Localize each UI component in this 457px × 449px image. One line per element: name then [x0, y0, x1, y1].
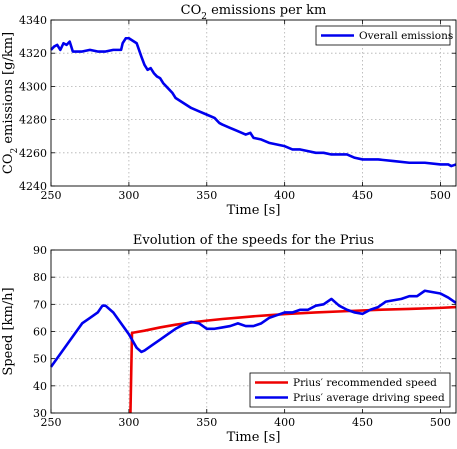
x-tick-label: 500 — [430, 416, 451, 429]
y-tick-label: 40 — [33, 380, 47, 393]
text-part: CO — [181, 3, 202, 18]
plot-frame — [50, 249, 457, 414]
chart-co2-emissions: 250 300 350 400 450 500 4240 4260 4280 4300 4320 43… — [1, 3, 457, 218]
x-tick-label: 250 — [41, 189, 62, 202]
chart-prius-speeds: 250 300 350 400 450 500 30 40 50 60 70 80 90 Evolutio… — [1, 233, 457, 445]
x-tick-label: 350 — [196, 189, 217, 202]
y-tick-label: 50 — [33, 353, 47, 366]
x-tick-label: 300 — [118, 189, 139, 202]
y-tick-label: 4340 — [19, 14, 47, 27]
legend-label: Prius′ recommended speed — [293, 377, 437, 389]
text-part: emissions [g/km] — [1, 32, 16, 148]
text-part: CO — [1, 154, 16, 175]
subscript-text: 2 — [10, 148, 20, 154]
text-part: emissions per km — [207, 3, 326, 18]
x-tick-label: 300 — [118, 416, 139, 429]
y-tick-label: 4320 — [19, 47, 47, 60]
x-axis-label: Time [s] — [227, 430, 281, 445]
x-tick-label: 400 — [274, 189, 295, 202]
y-tick-label: 30 — [33, 407, 47, 420]
x-tick-label: 500 — [430, 189, 451, 202]
y-tick-label: 80 — [33, 271, 47, 284]
chart-title: CO2 emissions per km — [181, 3, 327, 22]
y-tick-label: 70 — [33, 298, 47, 311]
y-tick-label: 4260 — [19, 147, 47, 160]
series-line — [50, 36, 457, 168]
plot-frame — [50, 19, 457, 187]
x-tick-label: 350 — [196, 416, 217, 429]
plot-area — [51, 20, 456, 186]
subscript-text: 2 — [201, 12, 207, 22]
x-tick-label: 400 — [274, 416, 295, 429]
y-axis-label: CO2 emissions [g/km] — [1, 32, 20, 174]
series-line — [49, 289, 457, 368]
x-tick-label: 450 — [352, 189, 373, 202]
x-axis-label: Time [s] — [227, 203, 281, 218]
x-tick-label: 250 — [41, 416, 62, 429]
y-tick-label: 60 — [33, 326, 47, 339]
y-tick-label: 4280 — [19, 114, 47, 127]
y-axis-label: Speed [km/h] — [1, 287, 16, 375]
x-tick-label: 450 — [352, 416, 373, 429]
y-tick-label: 4240 — [19, 180, 47, 193]
legend-box — [249, 372, 451, 408]
y-tick-label: 90 — [33, 244, 47, 257]
legend-label: Overall emissions — [359, 30, 453, 42]
legend-label: Prius′ average driving speed — [293, 392, 445, 404]
y-tick-label: 4300 — [19, 80, 47, 93]
series-line — [129, 305, 457, 414]
chart-title: Evolution of the speeds for the Prius — [133, 233, 374, 248]
legend-box — [315, 25, 451, 46]
